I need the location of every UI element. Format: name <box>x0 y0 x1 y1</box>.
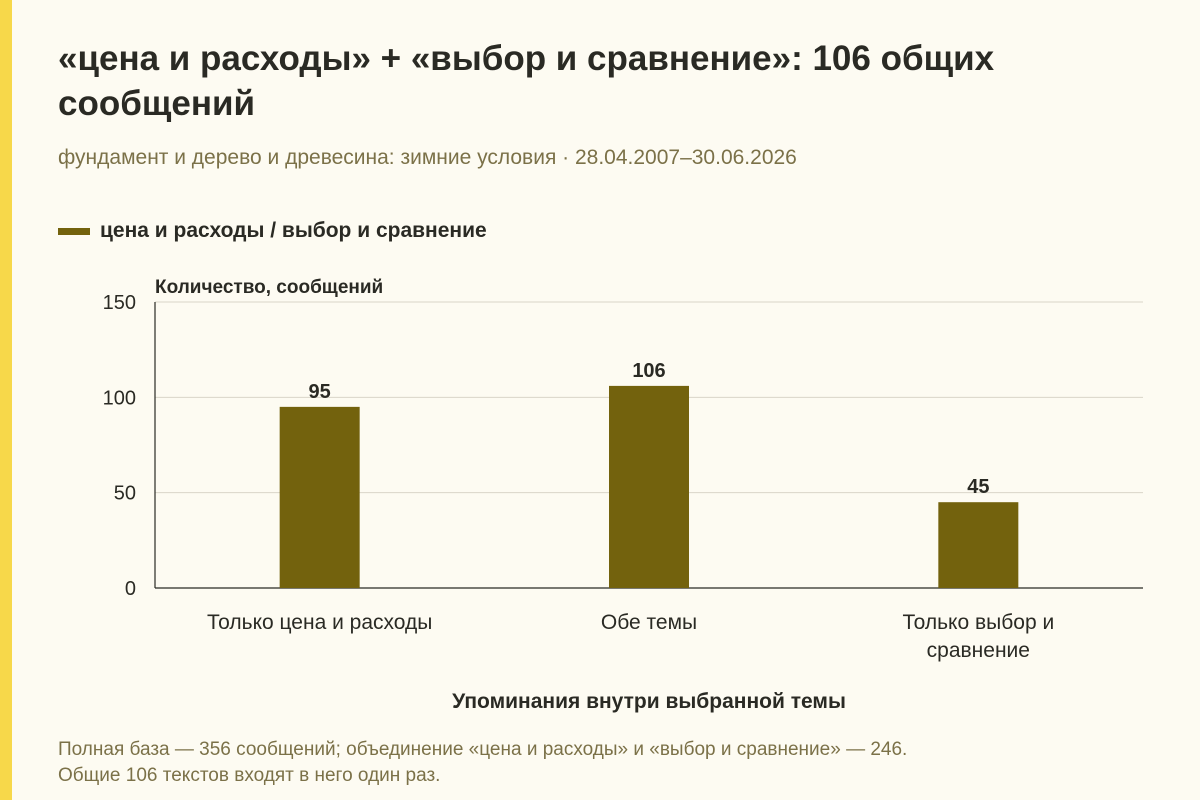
data-label: 95 <box>309 381 331 403</box>
x-axis-title: Упоминания внутри выбранной темы <box>452 690 846 713</box>
y-axis-title: Количество, сообщений <box>155 277 383 298</box>
legend-swatch <box>58 227 90 235</box>
footnote-line-2: Общие 106 текстов входят в него один раз… <box>58 765 441 786</box>
y-tick-label: 50 <box>114 483 136 505</box>
x-tick-label: Только цена и расходы <box>207 611 432 634</box>
legend: цена и расходы / выбор и сравнение <box>58 219 487 243</box>
y-tick-label: 100 <box>103 387 136 409</box>
y-tick-label: 0 <box>125 578 136 600</box>
data-label: 45 <box>967 476 989 498</box>
bar <box>938 502 1019 588</box>
legend-label: цена и расходы / выбор и сравнение <box>100 219 487 242</box>
x-tick-label: сравнение <box>927 639 1030 662</box>
bar <box>609 385 689 588</box>
chart-subtitle: фундамент и дерево и древесина: зимние у… <box>58 146 797 169</box>
x-tick-label: Обе темы <box>601 611 697 634</box>
bar <box>279 406 360 588</box>
accent-bar <box>0 0 12 800</box>
x-tick-label: Только выбор и <box>902 611 1054 634</box>
chart-title: «цена и расходы» + «выбор и сравнение»: … <box>58 39 995 123</box>
data-label: 106 <box>632 360 665 382</box>
footnote-line-1: Полная база — 356 сообщений; объединение… <box>58 739 908 760</box>
y-tick-label: 150 <box>103 292 136 314</box>
footnote: Полная база — 356 сообщений; объединение… <box>58 737 1158 789</box>
